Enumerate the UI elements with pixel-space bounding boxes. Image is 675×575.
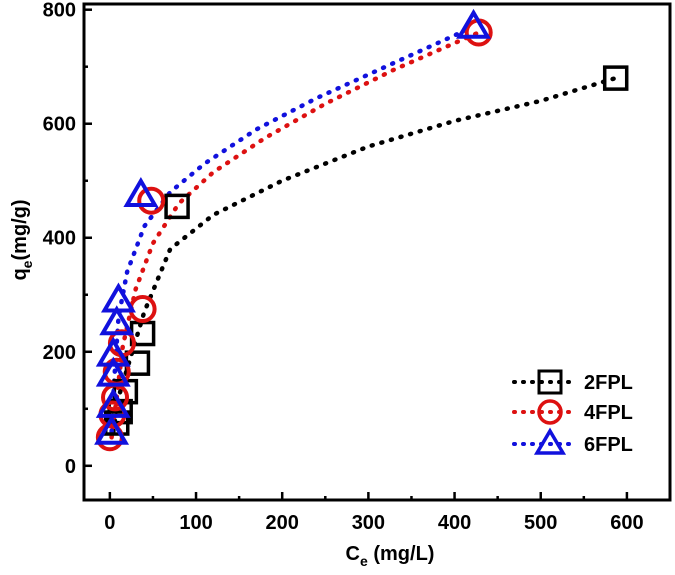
x-axis-title-rest: (mg/L) bbox=[368, 543, 435, 565]
x-axis-title-main: C bbox=[346, 543, 360, 565]
fit-curve-6fpl bbox=[109, 24, 476, 434]
y-tick-label: 800 bbox=[43, 0, 76, 22]
x-tick-label: 100 bbox=[179, 512, 212, 534]
x-tick-label: 0 bbox=[104, 512, 115, 534]
fit-curves bbox=[109, 24, 618, 440]
x-tick-label: 200 bbox=[266, 512, 299, 534]
legend-marker-2fpl bbox=[537, 369, 563, 395]
legend-entry-6fpl: 6FPL bbox=[512, 427, 633, 456]
y-axis-title-rest: (mg/g) bbox=[9, 199, 31, 260]
y-axis-title: qe(mg/g) bbox=[9, 199, 35, 280]
y-axis-title-main: q bbox=[9, 268, 31, 280]
legend-entry-2fpl: 2FPL bbox=[512, 369, 633, 395]
marker-2fpl bbox=[164, 193, 190, 220]
x-axis-title: Ce (mg/L) bbox=[346, 543, 435, 569]
marker-6fpl bbox=[94, 414, 130, 445]
y-tick-label: 0 bbox=[65, 456, 76, 478]
x-tick-label: 300 bbox=[352, 512, 385, 534]
marker-6fpl bbox=[456, 8, 491, 39]
legend: 2FPL 4FPL 6FPL bbox=[512, 369, 633, 456]
marker-6fpl bbox=[100, 282, 136, 313]
x-axis-ticks: 0 100 200 300 400 500 600 bbox=[104, 492, 644, 534]
legend-marker-4fpl bbox=[537, 399, 563, 425]
y-axis-ticks: 0 200 400 600 800 bbox=[43, 0, 92, 478]
marker-2fpl bbox=[602, 65, 629, 91]
marker-4fpl bbox=[137, 186, 166, 215]
marker-6fpl bbox=[123, 177, 159, 207]
legend-marker-6fpl bbox=[533, 427, 567, 455]
legend-label-6fpl: 6FPL bbox=[584, 434, 633, 456]
legend-label-2fpl: 2FPL bbox=[584, 372, 633, 394]
fit-curve-4fpl bbox=[109, 30, 481, 440]
y-axis-title-sub: e bbox=[19, 260, 35, 268]
marker-6fpl bbox=[95, 356, 131, 387]
marker-6fpl bbox=[95, 387, 131, 418]
y-tick-label: 600 bbox=[43, 114, 76, 136]
legend-label-4fpl: 4FPL bbox=[584, 402, 633, 424]
y-tick-label: 200 bbox=[43, 342, 76, 364]
x-axis-title-sub: e bbox=[360, 553, 368, 569]
y-tick-label: 400 bbox=[43, 228, 76, 250]
marker-6fpl bbox=[99, 305, 135, 336]
legend-entry-4fpl: 4FPL bbox=[512, 399, 633, 425]
plot-frame bbox=[82, 2, 672, 502]
x-tick-label: 600 bbox=[610, 512, 643, 534]
x-tick-label: 400 bbox=[438, 512, 471, 534]
data-markers bbox=[94, 8, 629, 452]
x-tick-label: 500 bbox=[524, 512, 557, 534]
marker-6fpl bbox=[95, 336, 131, 367]
